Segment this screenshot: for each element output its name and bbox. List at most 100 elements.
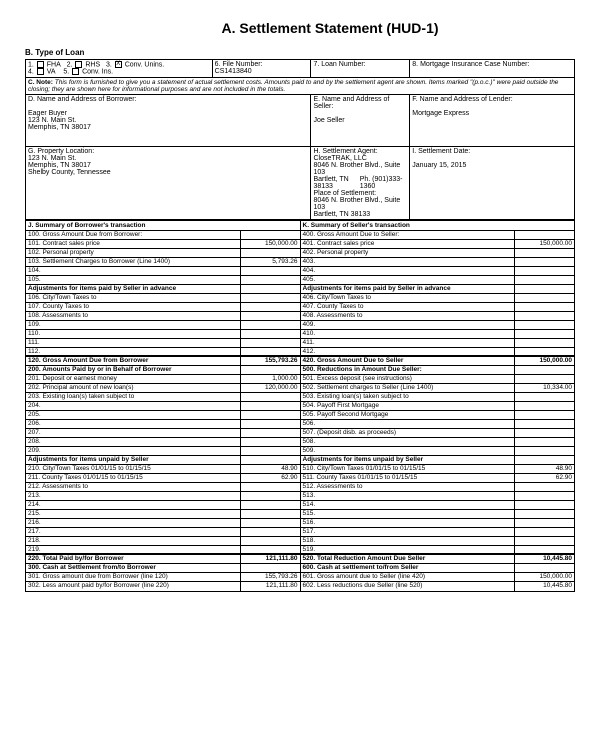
r406: 406. City/Town Taxes to <box>301 294 515 302</box>
r420: 420. Gross Amount Due to Seller <box>301 357 515 365</box>
r110: 110. <box>26 330 240 338</box>
r208: 208. <box>26 438 240 446</box>
r108: 108. Assessments to <box>26 312 240 320</box>
box-d-label: D. Name and Address of Borrower: <box>28 96 137 103</box>
h500: 500. Reductions in Amount Due Seller: <box>301 366 515 374</box>
box-e-label: E. Name and Address of Seller: <box>313 96 389 110</box>
r504: 504. Payoff First Mortgage <box>301 402 515 410</box>
agent-name: CloseTRAK, LLC <box>313 155 366 162</box>
h600: 600. Cash at settlement to/from Seller <box>301 564 515 572</box>
h200: 200. Amounts Paid by or in Behalf of Bor… <box>26 366 240 374</box>
r301: 301. Gross amount due from Borrower (lin… <box>26 573 240 581</box>
r210v: 48.90 <box>240 465 300 473</box>
r518: 518. <box>301 537 515 545</box>
r514: 514. <box>301 501 515 509</box>
r515: 515. <box>301 510 515 518</box>
r212: 212. Assessments to <box>26 483 240 491</box>
r204: 204. <box>26 402 240 410</box>
h100: 100. Gross Amount Due from Borrower: <box>26 231 240 239</box>
file-number-label: 6. File Number: <box>215 61 263 68</box>
borrower-addr2: Memphis, TN 38017 <box>28 124 91 131</box>
r220: 220. Total Paid by/for Borrower <box>26 555 240 563</box>
r502v: 10,334.00 <box>514 384 574 392</box>
r215: 215. <box>26 510 240 518</box>
borrower-addr1: 123 N. Main St. <box>28 117 76 124</box>
r505: 505. Payoff Second Mortgage <box>301 411 515 419</box>
transaction-columns: J. Summary of Borrower's transaction 100… <box>25 220 575 592</box>
r209: 209. <box>26 447 240 455</box>
r302: 302. Less amount paid by/for Borrower (l… <box>26 582 240 591</box>
r411: 411. <box>301 339 515 347</box>
r403: 403. <box>301 258 515 266</box>
h300: 300. Cash at Settlement from/to Borrower <box>26 564 240 572</box>
r408: 408. Assessments to <box>301 312 515 320</box>
r519: 519. <box>301 546 515 553</box>
r218: 218. <box>26 537 240 545</box>
settlement-date: January 15, 2015 <box>412 162 466 169</box>
r517: 517. <box>301 528 515 536</box>
agent-addr1: 8046 N. Brother Blvd., Suite 103 <box>313 162 400 176</box>
r410: 410. <box>301 330 515 338</box>
loan-va: VA <box>47 69 56 76</box>
j-adj1: Adjustments for items paid by Seller in … <box>26 285 240 293</box>
r120: 120. Gross Amount Due from Borrower <box>26 357 240 365</box>
r106: 106. City/Town Taxes to <box>26 294 240 302</box>
loan-conv-unins-check: X <box>115 61 122 68</box>
r401: 401. Contract sales price <box>301 240 515 248</box>
k-adj1: Adjustments for items paid by Seller in … <box>301 285 515 293</box>
file-number-value: CS1413840 <box>215 68 252 75</box>
r207: 207. <box>26 429 240 437</box>
r602: 602. Less reductions due Seller (line 52… <box>301 582 515 591</box>
box-i-label: I. Settlement Date: <box>412 148 470 155</box>
r506: 506. <box>301 420 515 428</box>
r112: 112. <box>26 348 240 355</box>
r111: 111. <box>26 339 240 347</box>
borrower-name: Eager Buyer <box>28 110 67 117</box>
r101v: 150,000.00 <box>240 240 300 248</box>
r511: 511. County Taxes 01/01/15 to 01/15/15 <box>301 474 515 482</box>
r211v: 62.90 <box>240 474 300 482</box>
r510: 510. City/Town Taxes 01/01/15 to 01/15/1… <box>301 465 515 473</box>
r516: 516. <box>301 519 515 527</box>
r201: 201. Deposit or earnest money <box>26 375 240 383</box>
r404: 404. <box>301 267 515 275</box>
r203: 203. Existing loan(s) taken subject to <box>26 393 240 401</box>
lender-name: Mortgage Express <box>412 110 469 117</box>
r301v: 155,793.26 <box>240 573 300 581</box>
note-label: C. Note: <box>28 79 53 86</box>
document-title: A. Settlement Statement (HUD-1) <box>85 20 575 36</box>
box-g-label: G. Property Location: <box>28 148 94 155</box>
r510v: 48.90 <box>514 465 574 473</box>
r107: 107. County Taxes to <box>26 303 240 311</box>
r509: 509. <box>301 447 515 455</box>
r202: 202. Principal amount of new loan(s) <box>26 384 240 392</box>
r206: 206. <box>26 420 240 428</box>
r211: 211. County Taxes 01/01/15 to 01/15/15 <box>26 474 240 482</box>
r214: 214. <box>26 501 240 509</box>
k-header: K. Summary of Seller's transaction <box>301 221 575 231</box>
k-adj2: Adjustments for items unpaid by Seller <box>301 456 515 464</box>
box-f-label: F. Name and Address of Lender: <box>412 96 512 103</box>
r217: 217. <box>26 528 240 536</box>
r520v: 10,445.80 <box>514 555 574 563</box>
r420v: 150,000.00 <box>514 357 574 365</box>
r520: 520. Total Reduction Amount Due Seller <box>301 555 515 563</box>
loan-number-label: 7. Loan Number: <box>313 61 365 68</box>
loan-conv-unins: Conv. Unins. <box>125 61 165 68</box>
r602v: 10,445.80 <box>514 582 574 591</box>
property-county: Shelby County, Tennessee <box>28 169 111 176</box>
r101: 101. Contract sales price <box>26 240 240 248</box>
property-addr1: 123 N. Main St. <box>28 155 76 162</box>
loan-conv-ins: Conv. Ins. <box>82 69 113 76</box>
r302v: 121,111.80 <box>240 582 300 591</box>
r220v: 121,111.80 <box>240 555 300 563</box>
r513: 513. <box>301 492 515 500</box>
seller-name: Joe Seller <box>313 117 344 124</box>
r205: 205. <box>26 411 240 419</box>
h400: 400. Gross Amount Due to Seller: <box>301 231 515 239</box>
r507: 507. (Deposit disb. as proceeds) <box>301 429 515 437</box>
place-label: Place of Settlement: <box>313 190 376 197</box>
r508: 508. <box>301 438 515 446</box>
r405: 405. <box>301 276 515 284</box>
r502: 502. Settlement charges to Seller (Line … <box>301 384 515 392</box>
